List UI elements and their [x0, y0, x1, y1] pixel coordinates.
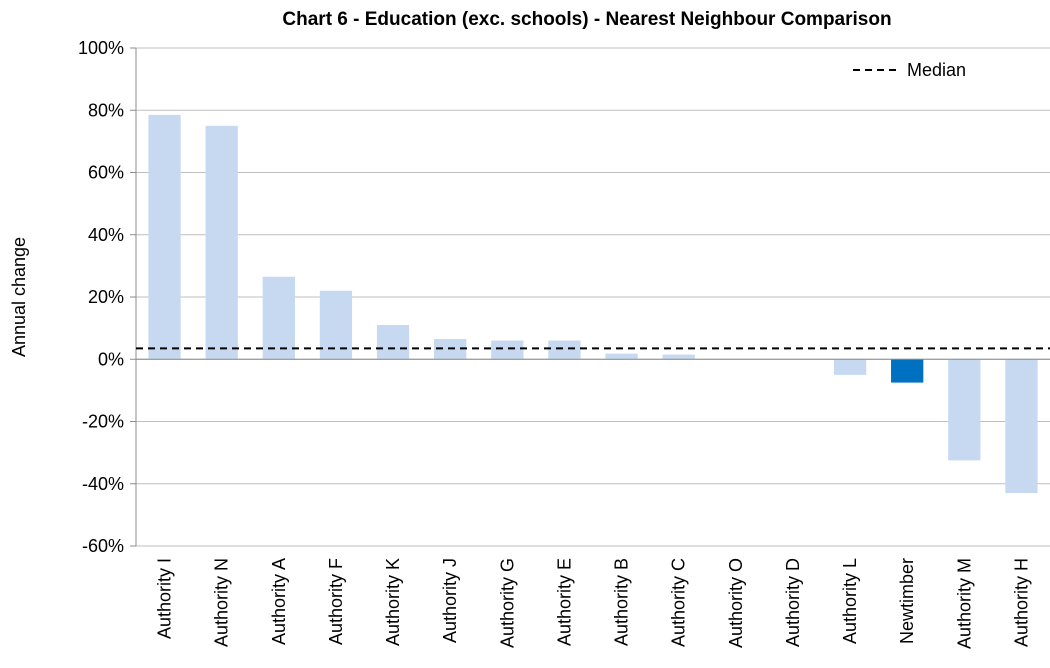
x-tick-label: Authority N: [212, 558, 232, 647]
y-tick-label: -40%: [82, 474, 124, 494]
bar-authority-l: [833, 359, 867, 375]
x-tick-label: Authority D: [783, 558, 803, 647]
x-axis-ticks: Authority I Authority N Authority A Authori…: [155, 558, 1032, 649]
x-tick-label: Authority M: [954, 558, 974, 649]
y-tick-label: 80%: [88, 100, 124, 120]
axes: [135, 48, 1050, 546]
x-tick-label: Authority J: [440, 558, 460, 643]
bar-authority-e: [548, 340, 581, 360]
x-tick-label: Authority L: [840, 558, 860, 644]
x-tick-label: Authority K: [383, 558, 403, 646]
bar-authority-a: [262, 276, 295, 360]
x-tick-label: Authority O: [726, 558, 746, 648]
x-tick-label: Authority I: [155, 558, 175, 639]
bar-authority-i: [148, 114, 181, 360]
y-tick-label: -60%: [82, 536, 124, 556]
bar-authority-b: [605, 353, 638, 360]
y-tick-label: 0%: [98, 349, 124, 369]
x-tick-label: Authority F: [326, 558, 346, 645]
y-tick-label: -20%: [82, 412, 124, 432]
bar-authority-f: [319, 290, 353, 360]
x-tick-label: Authority C: [669, 558, 689, 647]
y-tick-label: 40%: [88, 225, 124, 245]
y-axis-label: Annual change: [9, 237, 29, 357]
bar-authority-k: [376, 325, 410, 360]
bar-authority-m: [948, 359, 981, 461]
bar-authority-g: [491, 340, 524, 360]
x-tick-label: Authority B: [612, 558, 632, 646]
x-tick-label: Authority G: [497, 558, 517, 648]
x-tick-label: Authority A: [269, 558, 289, 645]
y-axis-ticks: -60% -40% -20% 0% 20% 40% 60% 80% 100%: [78, 38, 136, 556]
bar-newtimber: [891, 359, 924, 383]
x-tick-label: Newtimber: [897, 558, 917, 644]
legend: Median: [853, 60, 966, 80]
y-tick-label: 20%: [88, 287, 124, 307]
bar-authority-n: [205, 125, 238, 360]
bar-authority-h: [1005, 359, 1038, 494]
y-tick-label: 60%: [88, 163, 124, 183]
x-tick-label: Authority H: [1011, 558, 1031, 647]
y-tick-label: 100%: [78, 38, 124, 58]
bar-authority-c: [662, 354, 695, 360]
chart-title: Chart 6 - Education (exc. schools) - Nea…: [282, 9, 891, 30]
x-tick-label: Authority E: [554, 558, 574, 646]
bars: [148, 114, 1038, 494]
legend-median-label: Median: [907, 60, 966, 80]
